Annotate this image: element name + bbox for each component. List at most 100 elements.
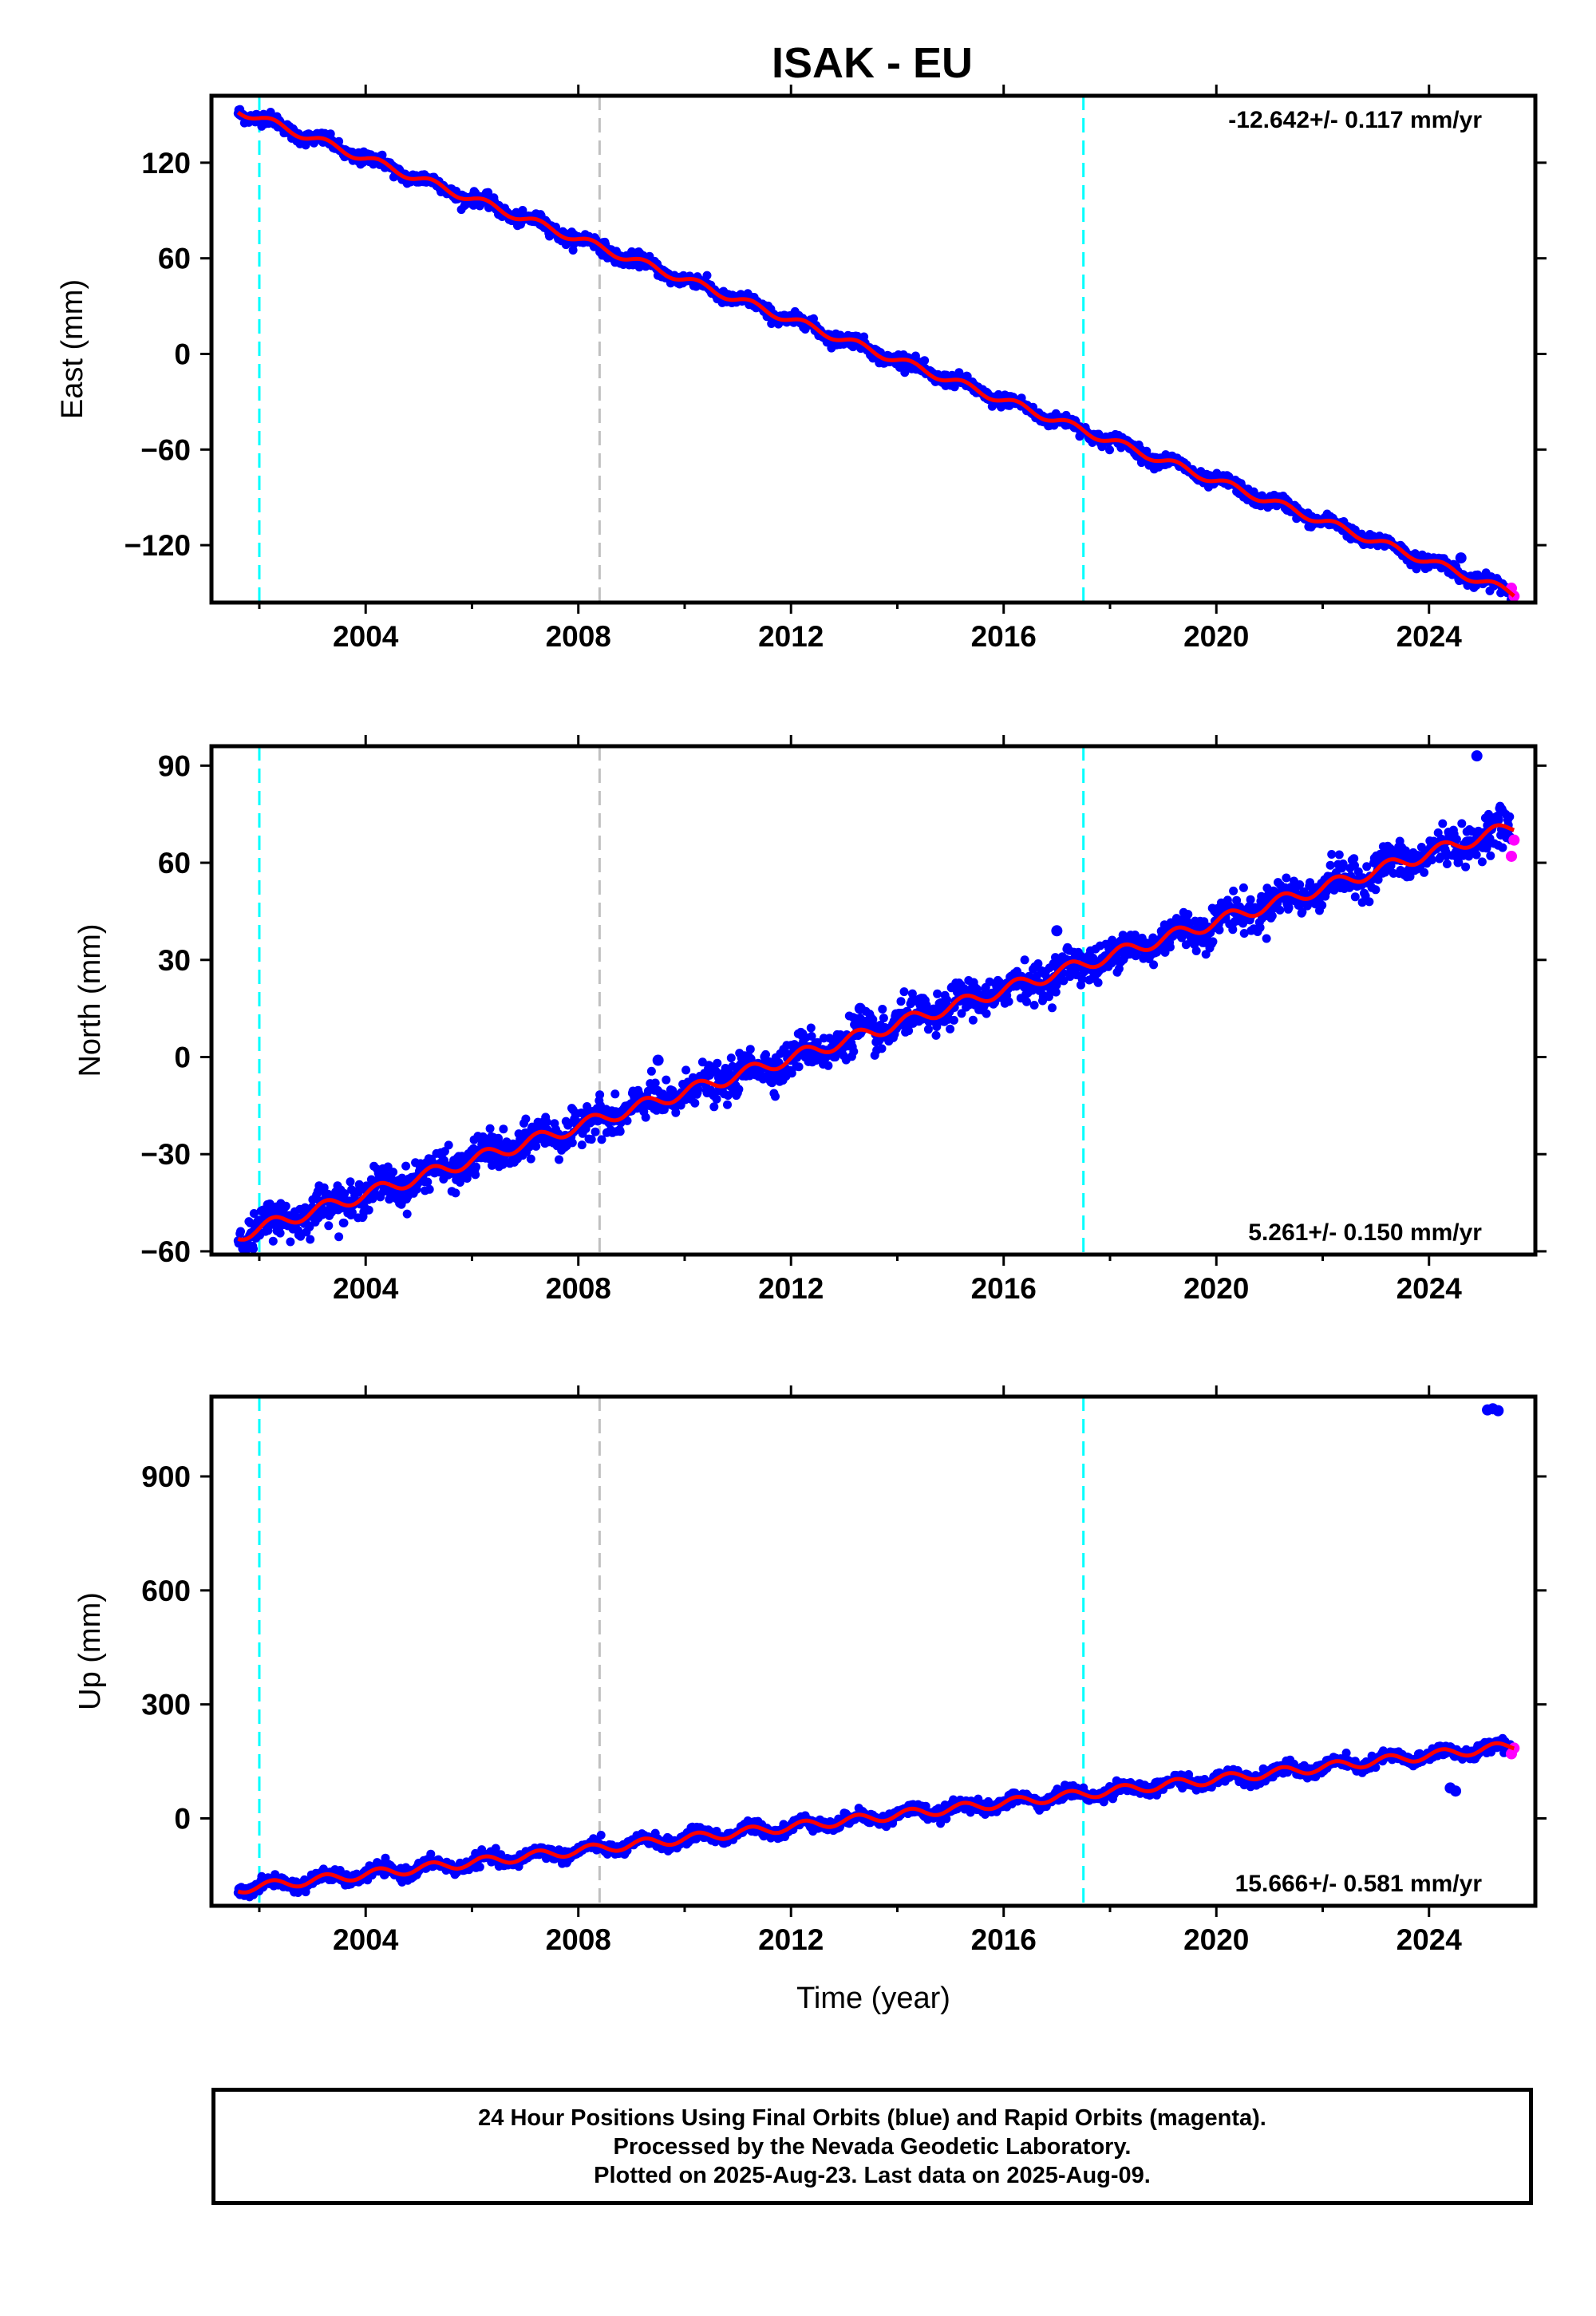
x-tick-label: 2016 [971, 1272, 1037, 1305]
rapid-orbit-point [1506, 850, 1518, 862]
model-fit-line [236, 110, 1515, 598]
position-point [646, 1066, 656, 1076]
position-point [1029, 1001, 1039, 1010]
y-tick-label: 120 [141, 147, 191, 180]
position-point [1461, 862, 1471, 871]
position-point [1020, 955, 1029, 965]
position-point [878, 1005, 887, 1014]
position-point [305, 1222, 314, 1231]
position-point [591, 1127, 600, 1136]
position-point [794, 1062, 804, 1072]
position-point [923, 1025, 933, 1034]
position-point [812, 1037, 822, 1047]
position-point [896, 997, 906, 1006]
position-point [1246, 895, 1255, 904]
position-point [1477, 857, 1487, 867]
position-point [1191, 947, 1201, 955]
position-point [1338, 859, 1348, 868]
position-point [709, 1102, 719, 1112]
y-axis-label: East (mm) [56, 279, 89, 419]
position-point [1365, 897, 1374, 907]
position-point [1059, 976, 1069, 986]
position-point [726, 1053, 736, 1063]
y-tick-label: 90 [158, 749, 191, 782]
position-point [306, 1235, 315, 1244]
position-point [347, 1207, 357, 1217]
position-point [702, 271, 712, 280]
position-point [920, 356, 930, 366]
position-point [268, 1236, 278, 1246]
position-point [531, 1141, 541, 1151]
position-point [713, 1058, 722, 1068]
position-point [1452, 835, 1461, 844]
position-point [1357, 898, 1367, 907]
position-point [451, 1188, 460, 1198]
position-point [1183, 910, 1193, 919]
position-point [771, 1092, 780, 1101]
position-point [389, 1168, 398, 1177]
position-point [471, 1170, 480, 1180]
x-tick-label: 2008 [546, 1272, 611, 1305]
position-point [982, 1009, 991, 1018]
position-point [435, 1168, 444, 1177]
outlier-point [652, 1054, 664, 1066]
position-point [1472, 850, 1481, 860]
position-point [499, 1124, 508, 1134]
x-tick-label: 2016 [971, 620, 1037, 653]
position-point [1498, 843, 1507, 852]
x-tick-label: 2008 [546, 620, 611, 653]
position-point [1215, 925, 1224, 935]
position-point [484, 188, 493, 197]
position-point [824, 1061, 833, 1070]
position-point [946, 1024, 955, 1034]
position-point [444, 1140, 453, 1150]
y-tick-label: 60 [158, 847, 191, 879]
position-point [849, 1047, 859, 1056]
position-point [1239, 929, 1249, 938]
position-point [1298, 907, 1307, 917]
position-point [899, 987, 909, 997]
position-point [968, 1015, 978, 1025]
position-point [587, 1135, 596, 1144]
position-point [734, 1085, 744, 1094]
position-point [542, 1117, 551, 1127]
rate-label: 5.261+/- 0.150 mm/yr [1248, 1219, 1482, 1246]
x-tick-label: 2024 [1396, 620, 1463, 653]
position-point [671, 1108, 681, 1117]
panel-1: 2004 2008 2012 2016 2020 2024120600−60−120Eas… [56, 85, 1547, 653]
position-point [583, 1102, 592, 1111]
position-point [1262, 934, 1271, 943]
position-point [745, 1045, 755, 1054]
position-point [401, 1161, 411, 1171]
position-point [1208, 937, 1218, 947]
position-point [567, 1138, 577, 1148]
position-point [236, 1227, 245, 1236]
final-orbit-points [233, 801, 1515, 1255]
position-point [650, 1078, 660, 1088]
position-point [402, 1209, 412, 1219]
position-point [615, 1127, 625, 1136]
y-tick-label: −120 [124, 529, 191, 562]
position-point [1149, 960, 1159, 970]
position-point [622, 1116, 632, 1125]
y-axis-label: North (mm) [73, 923, 107, 1077]
position-point [807, 1032, 816, 1041]
position-point [475, 1862, 484, 1871]
y-tick-label: 30 [158, 944, 191, 977]
position-point [1228, 925, 1238, 935]
position-point [1373, 875, 1383, 884]
position-point [346, 1177, 355, 1187]
position-point [806, 1023, 816, 1033]
position-point [693, 1085, 703, 1094]
position-point [1494, 815, 1503, 824]
position-point [1334, 850, 1344, 860]
position-point [426, 1849, 436, 1859]
y-tick-label: 0 [174, 338, 191, 370]
position-point [1386, 861, 1396, 871]
position-point [1004, 997, 1013, 1006]
position-point [1093, 978, 1103, 987]
position-point [597, 1135, 606, 1144]
position-point [249, 1209, 259, 1218]
outlier-point [1471, 750, 1483, 762]
